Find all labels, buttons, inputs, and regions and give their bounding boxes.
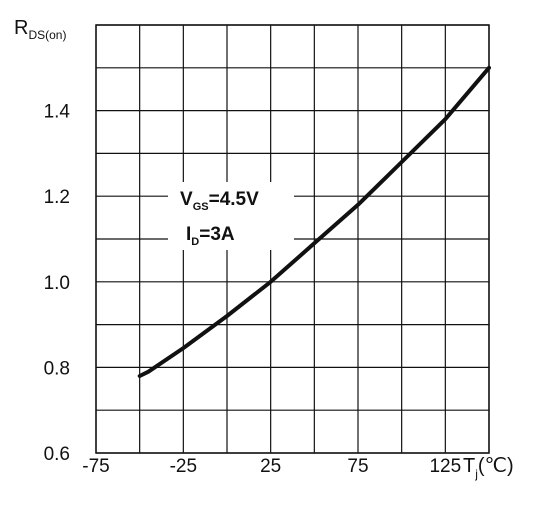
annotation-box: VGS=4.5V ID=3A xyxy=(168,182,294,250)
x-tick-label: 25 xyxy=(260,456,281,477)
y-tick-label: 0.8 xyxy=(44,358,70,379)
annotation-background xyxy=(168,182,294,250)
x-axis-title: Tj(℃) xyxy=(463,455,514,481)
series-line xyxy=(137,65,491,378)
plot-frame xyxy=(95,24,490,454)
y-tick-label: 1.4 xyxy=(44,102,71,123)
x-tick-label: 125 xyxy=(429,456,461,477)
y-tick-labels: 0.6 0.8 1.0 1.2 1.4 xyxy=(44,102,71,465)
annotation-vgs: VGS=4.5V xyxy=(180,189,259,213)
y-axis-title: RDS(on) xyxy=(14,17,66,42)
x-tick-label: -75 xyxy=(82,456,109,477)
annotation-id: ID=3A xyxy=(186,224,235,248)
x-tick-label: -25 xyxy=(170,456,197,477)
x-tick-label: 75 xyxy=(347,456,368,477)
x-tick-labels: -75 -25 25 75 125 xyxy=(82,456,461,477)
y-tick-label: 1.2 xyxy=(44,187,70,208)
y-tick-label: 1.0 xyxy=(44,273,70,294)
y-tick-label: 0.6 xyxy=(44,444,70,465)
